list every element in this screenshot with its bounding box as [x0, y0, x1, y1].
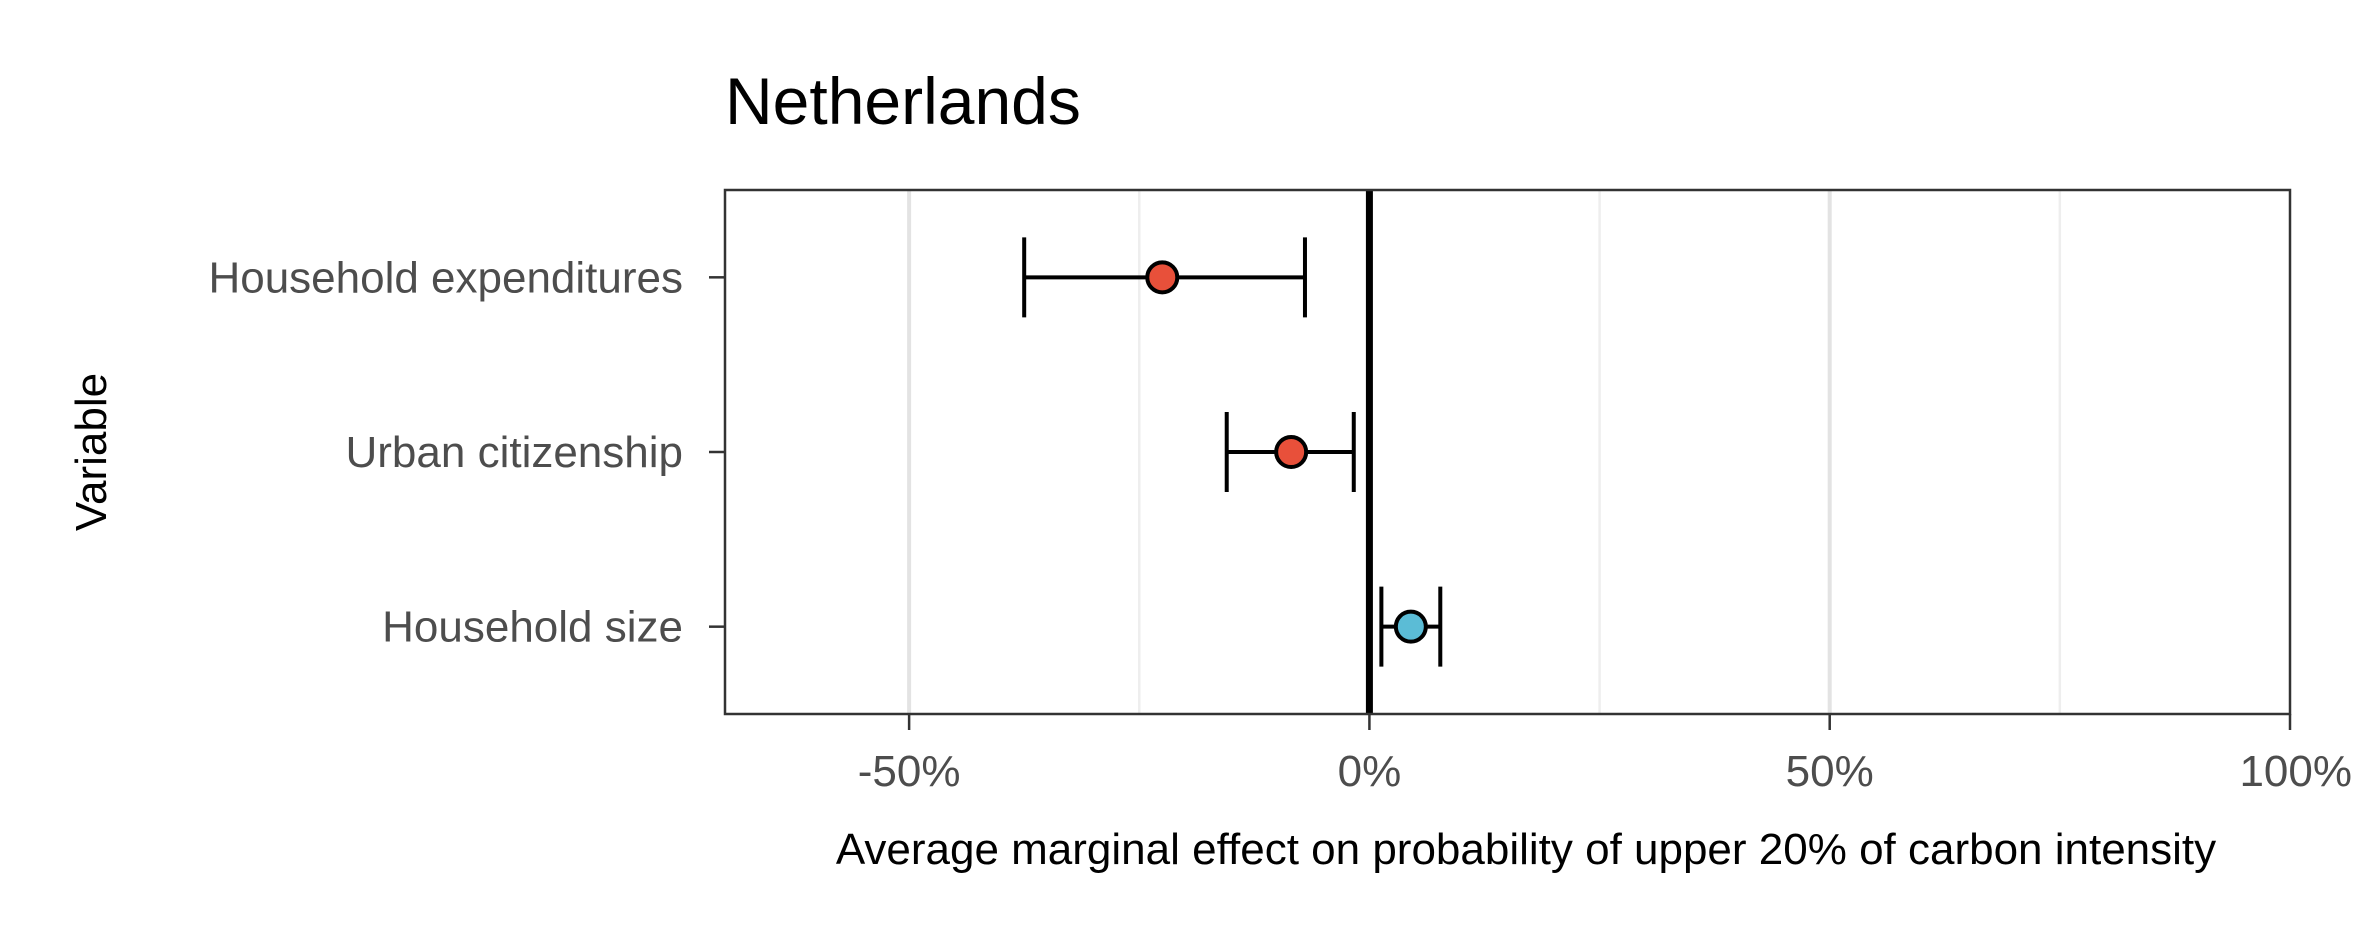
x-tick-label: 0%: [1338, 747, 1402, 796]
x-tick-label: 50%: [1786, 747, 1874, 796]
marks-layer: [1022, 237, 1443, 667]
estimate-point: [1393, 609, 1428, 644]
plot-panel-border: [723, 188, 2292, 716]
axis-layer: Household expenditures Urban citizenship H…: [208, 253, 2352, 796]
estimate-point: [1274, 435, 1309, 469]
chart-title: Netherlands: [725, 64, 1081, 138]
x-tick-label: -50%: [858, 747, 961, 796]
y-tick-label: Urban citizenship: [346, 428, 684, 477]
y-tick-label: Household size: [382, 603, 683, 652]
estimate-point: [1145, 260, 1180, 295]
x-axis-title: Average marginal effect on probability o…: [836, 825, 2216, 874]
y-axis-title: Variable: [67, 373, 116, 531]
grid-layer: [907, 190, 2062, 714]
x-tick-label: 100%: [2239, 747, 2352, 796]
y-tick-label: Household expenditures: [208, 253, 683, 302]
